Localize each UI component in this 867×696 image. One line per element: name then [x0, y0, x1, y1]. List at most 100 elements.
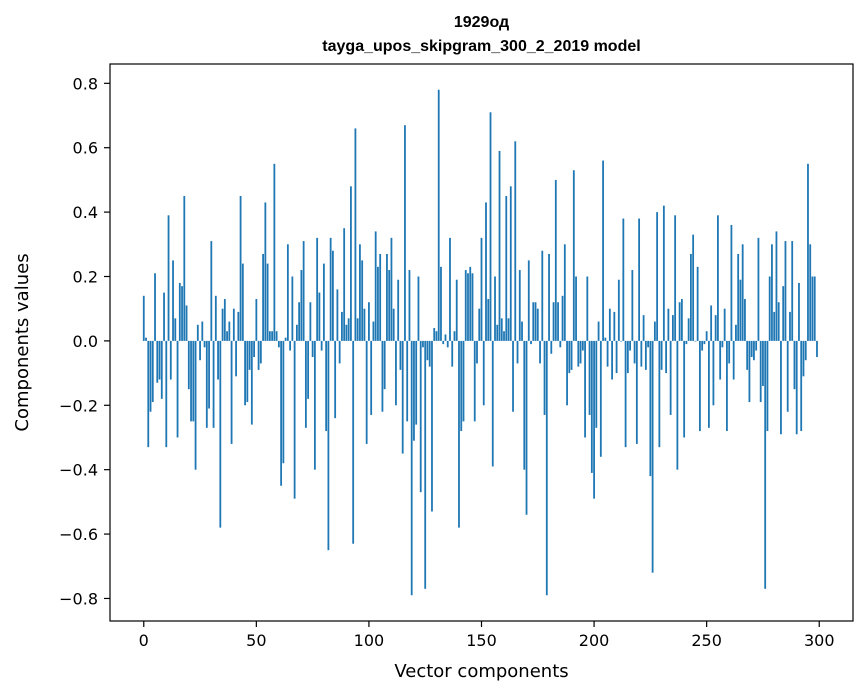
bar-1	[145, 337, 147, 341]
bar-230	[660, 340, 663, 370]
y-tick-label: −0.8	[59, 589, 98, 608]
bar-164	[512, 340, 514, 412]
bar-9	[163, 292, 165, 341]
bar-7	[158, 340, 161, 380]
bar-246	[696, 266, 699, 341]
bar-60	[277, 340, 280, 348]
bar-15	[176, 340, 179, 438]
bar-109	[388, 270, 391, 341]
bar-263	[735, 324, 737, 341]
bar-205	[604, 337, 607, 341]
bar-142	[462, 340, 465, 422]
bar-11	[167, 215, 170, 341]
x-tick-label: 250	[691, 631, 722, 650]
bar-237	[676, 340, 679, 470]
bar-173	[532, 302, 535, 341]
axes-frame	[109, 63, 854, 622]
bar-46	[246, 340, 249, 403]
bar-167	[518, 270, 521, 341]
bar-62	[282, 340, 285, 464]
bar-69	[298, 302, 301, 341]
bar-298	[813, 276, 816, 341]
bar-233	[667, 308, 670, 341]
bar-113	[397, 279, 400, 341]
bar-255	[717, 215, 719, 341]
bar-51	[257, 340, 260, 370]
bar-154	[489, 112, 492, 341]
bar-219	[635, 340, 638, 444]
bar-261	[730, 224, 733, 341]
bar-50	[255, 299, 258, 341]
bar-290	[795, 340, 798, 435]
bar-201	[595, 340, 598, 428]
bar-84	[332, 250, 334, 341]
bar-252	[710, 305, 713, 341]
bar-192	[575, 276, 577, 341]
bar-111	[392, 308, 395, 341]
bar-199	[590, 340, 593, 473]
bar-87	[338, 340, 341, 364]
bar-96	[359, 244, 361, 341]
bar-163	[509, 186, 512, 341]
bar-180	[548, 253, 550, 341]
bar-204	[602, 160, 604, 341]
bar-6	[156, 340, 159, 383]
bar-41	[235, 340, 237, 377]
bar-256	[719, 340, 722, 380]
bar-107	[383, 340, 386, 390]
bar-242	[687, 318, 690, 341]
bar-156	[494, 276, 496, 341]
bar-198	[588, 340, 591, 415]
bar-291	[798, 282, 800, 341]
bar-286	[786, 340, 789, 412]
plot-area	[109, 63, 854, 622]
bar-158	[498, 150, 501, 341]
bar-139	[455, 279, 458, 341]
bar-209	[613, 311, 616, 341]
bar-188	[566, 340, 568, 406]
bar-240	[683, 340, 686, 438]
bar-120	[413, 340, 415, 441]
bar-251	[708, 340, 710, 428]
bar-82	[327, 340, 330, 551]
bar-42	[237, 311, 240, 341]
bar-100	[368, 302, 370, 341]
bar-265	[739, 279, 742, 341]
bar-91	[347, 318, 350, 341]
bar-170	[525, 340, 528, 515]
y-tick-label: 0.8	[73, 74, 98, 93]
bar-244	[692, 234, 695, 341]
bar-231	[662, 205, 665, 341]
y-tick-label: 0.2	[73, 267, 98, 286]
bar-118	[408, 270, 411, 341]
bar-4	[151, 340, 154, 403]
bar-262	[732, 340, 735, 380]
bar-28	[205, 340, 208, 428]
bar-115	[401, 340, 404, 454]
y-axis: −0.8 −0.6 −0.4 −0.2 0.0 0.2 0.4 0.6 0.8	[59, 74, 110, 608]
bar-182	[552, 302, 555, 341]
bar-153	[487, 299, 490, 341]
bar-220	[638, 218, 641, 341]
chart-title: 1929од	[454, 14, 509, 31]
bar-81	[325, 340, 328, 432]
bar-33	[217, 340, 219, 380]
bar-98	[363, 308, 366, 341]
bar-80	[322, 263, 325, 341]
bar-3	[149, 340, 152, 412]
bar-76	[313, 340, 316, 470]
bar-45	[244, 340, 246, 406]
bar-30	[210, 241, 213, 341]
bar-226	[651, 340, 654, 573]
bar-27	[203, 340, 206, 348]
bar-224	[647, 340, 650, 348]
bar-52	[259, 340, 262, 364]
bar-63	[284, 337, 287, 341]
bar-179	[545, 340, 548, 596]
bar-34	[219, 340, 222, 528]
bar-207	[608, 308, 611, 341]
bar-59	[275, 331, 278, 341]
bar-131	[437, 89, 440, 341]
bar-5	[154, 273, 156, 341]
bar-37	[226, 331, 228, 341]
